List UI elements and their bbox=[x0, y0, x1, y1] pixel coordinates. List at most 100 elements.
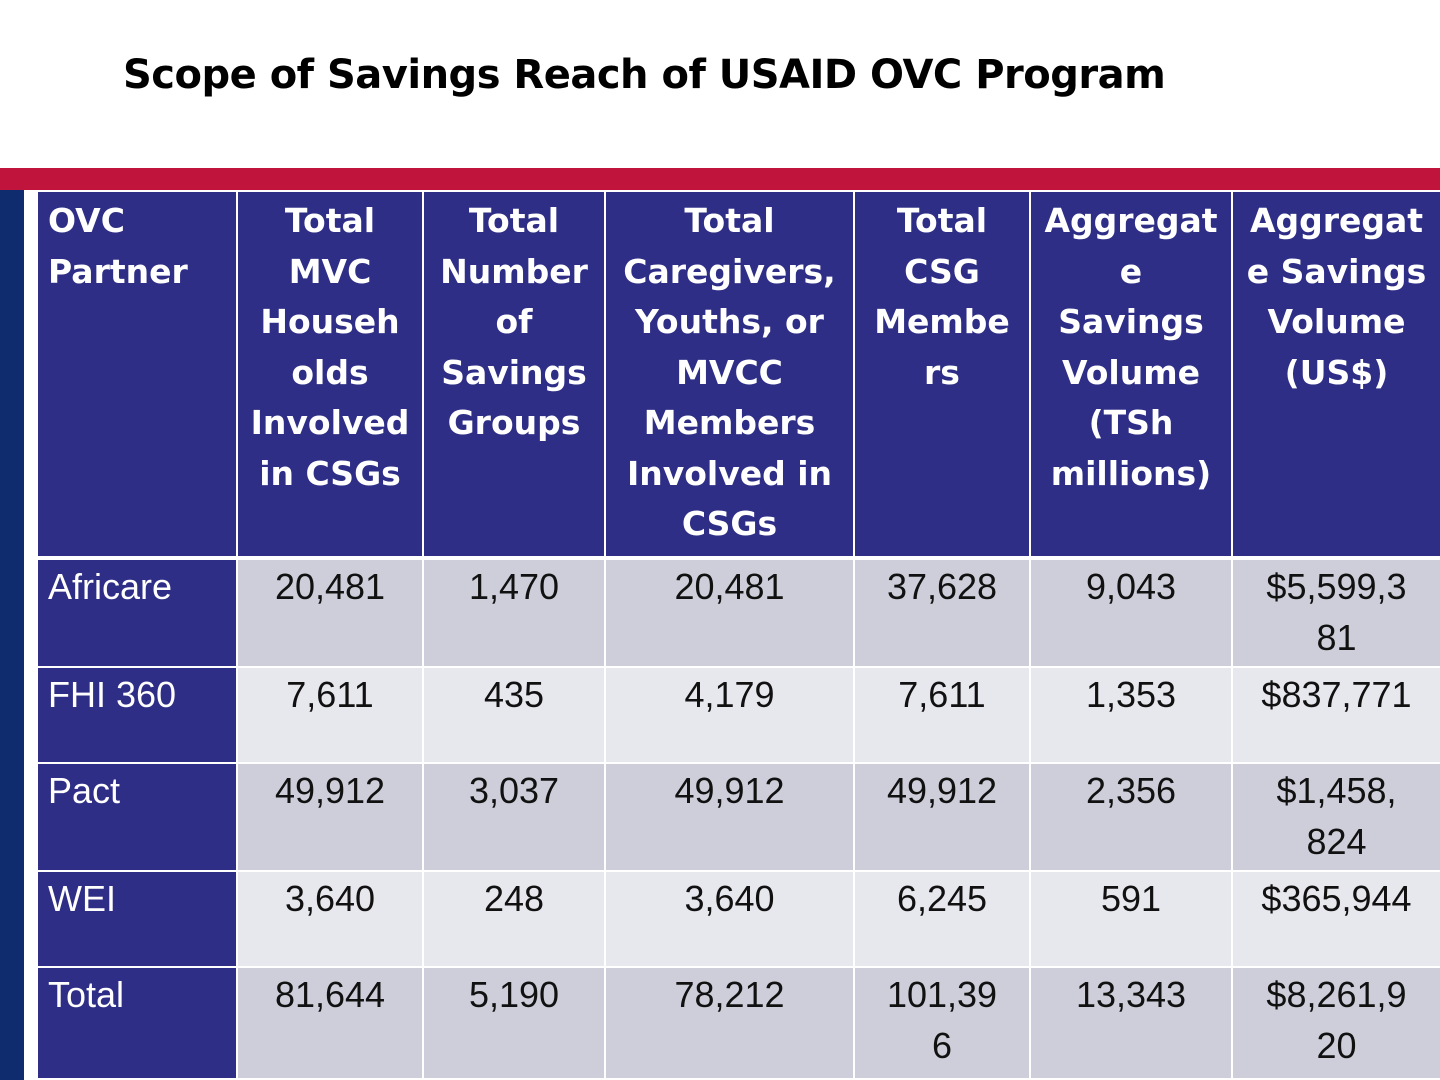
header-text-line: Aggregat bbox=[1044, 201, 1218, 240]
cell-text-line: 3,640 bbox=[284, 878, 376, 919]
cell-text-line: 3,640 bbox=[684, 878, 775, 919]
cell-savings-volume-usd: $5,599,3 81 bbox=[1231, 557, 1440, 668]
cell-text-line: 78,212 bbox=[674, 974, 785, 1015]
header-text-line: e Savings bbox=[1246, 251, 1427, 291]
header-text-line: Youths, or bbox=[635, 302, 824, 341]
cell-text-line: 20,481 bbox=[274, 566, 386, 607]
cell-mvc-households: 3,640 bbox=[236, 870, 424, 968]
cell-text-line: 1,353 bbox=[1085, 674, 1177, 715]
column-header-ovc-partner: OVC Partner bbox=[36, 190, 238, 559]
header-text-line: Savings bbox=[1058, 302, 1204, 341]
cell-text-line: 5,190 bbox=[468, 974, 560, 1015]
column-header-savings-volume-usd: Aggregat e Savings Volume (US$) bbox=[1231, 190, 1440, 559]
cell-mvc-households: 7,611 bbox=[236, 666, 424, 764]
cell-mvc-households: 49,912 bbox=[236, 762, 424, 872]
cell-text-line: 248 bbox=[483, 878, 545, 919]
header-text-line: Savings bbox=[441, 352, 587, 392]
cell-text-line: 591 bbox=[1100, 878, 1162, 919]
column-header-savings-volume-tsh: Aggregat e Savings Volume (TSh millions) bbox=[1029, 190, 1233, 559]
cell-savings-volume-tsh: 9,043 bbox=[1029, 557, 1233, 668]
partner-name-cell: Total bbox=[36, 966, 238, 1080]
table-row: FHI 360 7,611 435 4,179 7,611 1,353 $837,771 bbox=[36, 666, 1440, 764]
header-text-line: Total bbox=[896, 201, 988, 240]
cell-text-line: 4,179 bbox=[684, 674, 775, 715]
table-row: Total 81,644 5,190 78,212 101,39 6 13,343 $8,26… bbox=[36, 966, 1440, 1080]
cell-text-line: 824 bbox=[1306, 820, 1367, 862]
cell-csg-members: 6,245 bbox=[853, 870, 1031, 968]
header-text-line: Total bbox=[284, 201, 376, 240]
cell-text-line: 1,470 bbox=[468, 566, 560, 607]
cell-text-line: 13,343 bbox=[1075, 974, 1187, 1015]
cell-text-line: 20 bbox=[1316, 1024, 1357, 1066]
header-text-line: (TSh bbox=[1088, 403, 1174, 442]
cell-text-line: 20,481 bbox=[674, 566, 785, 607]
cell-csg-members: 37,628 bbox=[853, 557, 1031, 668]
cell-csg-members: 101,39 6 bbox=[853, 966, 1031, 1080]
header-text-line: Involved bbox=[250, 403, 410, 442]
header-text-line: Membe bbox=[874, 302, 1010, 341]
savings-table: OVC Partner Total MVC Househ olds Involved in C… bbox=[36, 190, 1440, 1080]
cell-savings-volume-usd: $365,944 bbox=[1231, 870, 1440, 968]
cell-savings-volume-tsh: 2,356 bbox=[1029, 762, 1233, 872]
cell-text-line: 49,912 bbox=[674, 770, 785, 811]
cell-csg-members: 49,912 bbox=[853, 762, 1031, 872]
cell-caregivers-youths-mvcc: 78,212 bbox=[604, 966, 855, 1080]
cell-text-line: $365,944 bbox=[1261, 878, 1412, 919]
cell-text-line: 81 bbox=[1316, 616, 1357, 658]
header-text-line: Total bbox=[684, 201, 775, 240]
header-text-line: olds bbox=[291, 352, 369, 392]
cell-text-line: 7,611 bbox=[286, 674, 374, 715]
accent-red-bar bbox=[0, 168, 1440, 190]
table-row: WEI 3,640 248 3,640 6,245 591 $365,944 bbox=[36, 870, 1440, 968]
header-text-line: e bbox=[1119, 251, 1143, 291]
header-text-line: Involved in bbox=[626, 453, 833, 493]
cell-caregivers-youths-mvcc: 20,481 bbox=[604, 557, 855, 668]
cell-text-line: 6 bbox=[931, 1024, 953, 1066]
table-header-row: OVC Partner Total MVC Househ olds Involved in C… bbox=[36, 190, 1440, 559]
header-text-line: rs bbox=[924, 352, 960, 392]
cell-savings-groups: 5,190 bbox=[422, 966, 606, 1080]
header-text-line: Groups bbox=[447, 403, 581, 442]
cell-text-line: 2,356 bbox=[1085, 770, 1177, 811]
cell-savings-groups: 1,470 bbox=[422, 557, 606, 668]
header-text-line: Number bbox=[440, 251, 588, 291]
header-text-line: MVC bbox=[288, 251, 372, 291]
accent-blue-stripe bbox=[0, 190, 24, 1080]
header-text-line: of bbox=[495, 302, 533, 341]
header-text-line: MVCC bbox=[676, 352, 783, 392]
header-text-line: Aggregat bbox=[1249, 201, 1424, 240]
cell-caregivers-youths-mvcc: 3,640 bbox=[604, 870, 855, 968]
cell-text-line: 7,611 bbox=[898, 674, 986, 715]
cell-mvc-households: 20,481 bbox=[236, 557, 424, 668]
table-row: Pact 49,912 3,037 49,912 49,912 2,356 $1,458, 8… bbox=[36, 762, 1440, 872]
column-header-savings-groups: Total Number of Savings Groups bbox=[422, 190, 606, 559]
partner-name-cell: Africare bbox=[36, 557, 238, 668]
partner-name-cell: FHI 360 bbox=[36, 666, 238, 764]
cell-text-line: 81,644 bbox=[274, 974, 386, 1015]
cell-text-line: $5,599,3 bbox=[1266, 566, 1407, 607]
cell-csg-members: 7,611 bbox=[853, 666, 1031, 764]
cell-caregivers-youths-mvcc: 4,179 bbox=[604, 666, 855, 764]
header-text-line: Members bbox=[643, 403, 816, 442]
cell-text-line: 101,39 bbox=[886, 974, 998, 1015]
cell-text-line: $8,261,9 bbox=[1266, 974, 1407, 1015]
cell-savings-groups: 248 bbox=[422, 870, 606, 968]
header-text-line: OVC bbox=[48, 201, 125, 240]
cell-savings-volume-tsh: 13,343 bbox=[1029, 966, 1233, 1080]
slide-title: Scope of Savings Reach of USAID OVC Prog… bbox=[123, 52, 1166, 98]
cell-savings-volume-tsh: 1,353 bbox=[1029, 666, 1233, 764]
cell-text-line: 37,628 bbox=[886, 566, 998, 607]
cell-mvc-households: 81,644 bbox=[236, 966, 424, 1080]
header-text-line: millions) bbox=[1050, 453, 1212, 493]
header-text-line: Volume bbox=[1062, 352, 1200, 392]
partner-name-cell: WEI bbox=[36, 870, 238, 968]
column-header-mvc-households: Total MVC Househ olds Involved in CSGs bbox=[236, 190, 424, 559]
cell-savings-volume-usd: $1,458, 824 bbox=[1231, 762, 1440, 872]
header-text-line: Partner bbox=[48, 251, 188, 291]
header-text-line: Volume bbox=[1267, 302, 1406, 341]
cell-text-line: $837,771 bbox=[1261, 674, 1412, 715]
cell-text-line: $1,458, bbox=[1276, 770, 1397, 811]
column-header-csg-members: Total CSG Membe rs bbox=[853, 190, 1031, 559]
cell-savings-groups: 3,037 bbox=[422, 762, 606, 872]
header-text-line: Caregivers, bbox=[623, 251, 836, 291]
